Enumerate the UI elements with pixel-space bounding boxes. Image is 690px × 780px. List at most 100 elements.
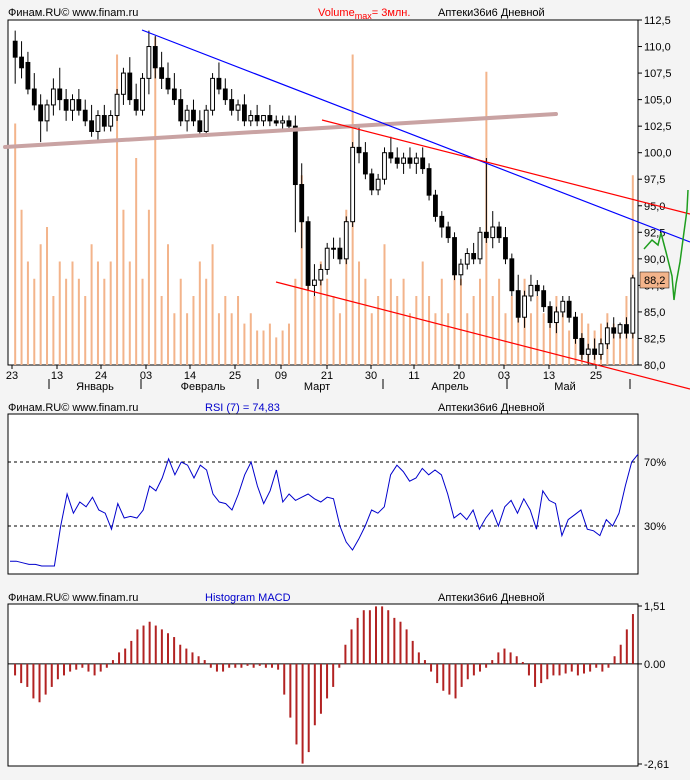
macd-bar	[271, 663, 273, 668]
macd-bar	[527, 663, 530, 676]
macd-bar	[69, 663, 72, 672]
volume-bar	[154, 37, 157, 365]
volume-bar	[447, 313, 450, 365]
candle-body	[191, 109, 196, 122]
candle-body	[375, 178, 381, 191]
volume-bar	[568, 330, 571, 365]
candle-body	[324, 247, 330, 270]
month-label: Февраль	[181, 381, 226, 393]
volume-bar	[498, 278, 501, 365]
price-tick-label: 90,0	[644, 254, 665, 266]
volume-bar	[619, 330, 622, 365]
volume-bar	[383, 244, 386, 365]
price-header-volume: Volumemax= 3млн.	[318, 7, 410, 21]
date-tick-label: 03	[498, 370, 510, 382]
candle-body	[299, 184, 305, 223]
volume-bar	[472, 296, 475, 365]
volume-bar	[198, 261, 201, 365]
candles	[12, 30, 636, 365]
volume-bar	[46, 227, 49, 365]
macd-bar	[368, 610, 371, 664]
volume-bar	[491, 296, 494, 365]
volume-bar	[364, 278, 367, 365]
candle-body	[63, 99, 69, 111]
macd-bar	[350, 629, 353, 664]
candle-body	[356, 146, 362, 154]
macd-bar	[625, 629, 628, 664]
macd-bar	[264, 663, 267, 668]
macd-bar	[332, 663, 335, 687]
rsi-line	[10, 453, 639, 567]
volume-bar	[479, 278, 481, 365]
volume-bar	[192, 296, 195, 365]
date-tick-label: 09	[275, 370, 287, 382]
volume-bar	[268, 323, 271, 365]
volume-bar	[20, 209, 23, 365]
candle-body	[273, 120, 279, 124]
date-axis: 23 13 24 03 14 25 09 21 30 11 20 03 13 25 Январь Феврал…	[6, 365, 631, 393]
candle-body	[490, 226, 496, 239]
macd-bar	[173, 637, 176, 664]
price-tick-label: 110,0	[644, 42, 671, 54]
volume-bar	[287, 323, 290, 365]
macd-bar	[362, 610, 365, 664]
candle-body	[254, 115, 260, 122]
macd-bar	[240, 663, 243, 668]
price-tick-label: 97,5	[644, 174, 665, 186]
macd-header-indicator: Histogram MACD	[205, 592, 291, 604]
candle-body	[248, 115, 254, 122]
candle-body	[267, 115, 273, 122]
candle-body	[445, 226, 451, 239]
candle-body	[229, 99, 235, 111]
date-tick-label: 25	[229, 370, 241, 382]
volume-bar	[103, 278, 106, 365]
volume-bar	[167, 244, 169, 365]
volume-bar	[52, 296, 55, 365]
candle-body	[382, 152, 387, 180]
volume-bar	[529, 313, 532, 365]
candle-body	[184, 109, 190, 122]
candle-body	[31, 88, 37, 106]
macd-bar	[252, 663, 255, 668]
candle-body	[57, 88, 63, 101]
candle-body	[146, 46, 152, 79]
volume-bar	[237, 296, 240, 365]
candle-body	[420, 157, 426, 170]
candle-body	[12, 40, 18, 58]
macd-bar	[319, 663, 322, 714]
candle-body	[604, 327, 610, 345]
volume-bar	[466, 313, 469, 365]
volume-bar	[39, 244, 42, 365]
volume-bar	[128, 261, 131, 365]
candle-body	[401, 157, 407, 164]
candle-body	[598, 343, 604, 355]
macd-histogram: 1,51 0.00 -2,61	[8, 601, 669, 771]
volume-bar	[300, 175, 303, 365]
volume-bar	[561, 313, 564, 365]
volume-bar	[179, 278, 182, 365]
last-price-label: 88,2	[644, 275, 665, 287]
candle-body	[337, 247, 343, 260]
candle-body	[433, 194, 438, 217]
volume-bar	[122, 209, 125, 365]
macd-bar	[595, 663, 598, 668]
volume-bar	[160, 296, 163, 365]
candle-body	[261, 115, 266, 122]
candle-body	[114, 93, 120, 117]
candle-body	[95, 115, 101, 132]
price-tick-label: 102,5	[644, 121, 672, 133]
price-tick-label: 80,0	[644, 360, 665, 372]
volume-bar	[186, 313, 189, 365]
macd-bar	[479, 663, 481, 672]
macd-bar	[105, 663, 108, 668]
macd-bar	[497, 652, 500, 664]
candle-body	[312, 279, 317, 286]
volume-bar	[307, 227, 310, 365]
volume-bar	[345, 209, 348, 365]
price-axis: 112,5110,0107,5105,0102,5100,097,595,092…	[638, 15, 672, 372]
volume-bar	[65, 278, 68, 365]
macd-bar	[246, 663, 249, 666]
volume-bar	[631, 175, 634, 365]
macd-bar	[472, 663, 475, 676]
macd-bar	[185, 648, 188, 664]
